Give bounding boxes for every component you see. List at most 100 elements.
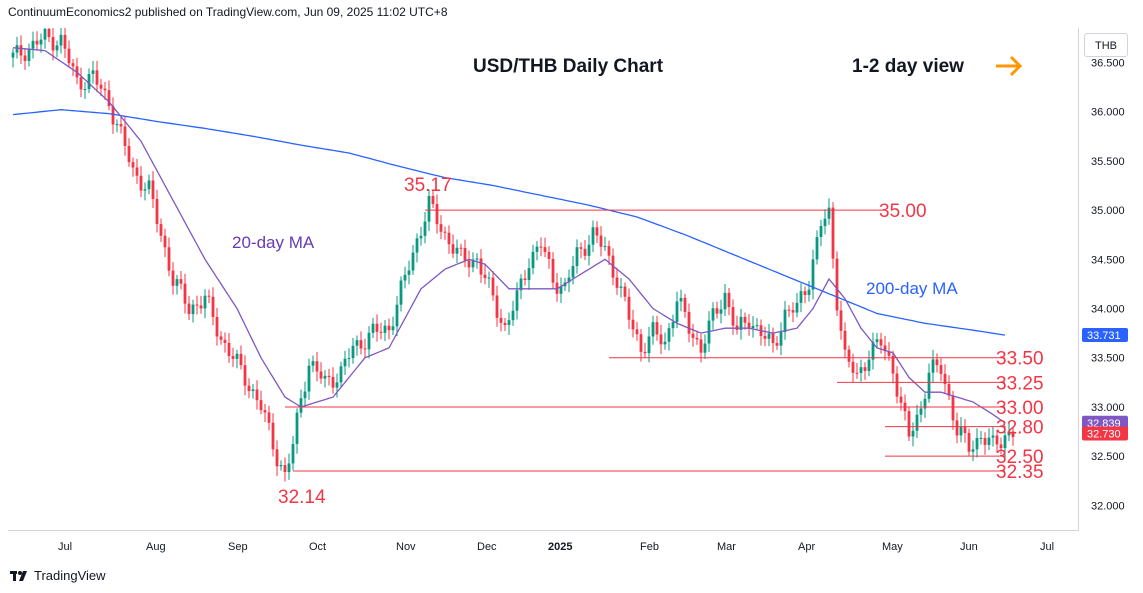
candle xyxy=(751,316,755,338)
tradingview-brand[interactable]: TradingView xyxy=(10,568,106,583)
candle xyxy=(883,335,887,361)
candle xyxy=(115,119,119,133)
candle xyxy=(775,336,779,350)
chart-plot-area[interactable]: 35.00 33.50 33.25 33.00 32.80 32.50 32.35 USD/… xyxy=(8,19,1079,530)
candle xyxy=(339,361,343,389)
candle xyxy=(475,253,479,269)
candle xyxy=(391,316,395,335)
candle xyxy=(387,318,391,340)
publisher-header: ContinuumEconomics2 published on Trading… xyxy=(8,5,448,19)
candle xyxy=(283,457,287,482)
candle xyxy=(455,239,459,264)
candle xyxy=(851,353,855,383)
candle xyxy=(479,249,483,283)
candle xyxy=(927,363,931,403)
candle xyxy=(371,317,375,339)
candle xyxy=(259,390,263,415)
annotation-high: 35.17 xyxy=(404,175,452,196)
candle xyxy=(199,295,203,314)
candle xyxy=(119,116,123,134)
candle xyxy=(643,342,647,359)
candle xyxy=(451,234,455,259)
candle xyxy=(587,235,591,266)
candle xyxy=(487,271,491,288)
candle xyxy=(635,321,639,341)
candle xyxy=(939,358,943,382)
candle xyxy=(871,332,875,370)
candle xyxy=(419,226,423,246)
level-label: 33.25 xyxy=(996,373,1044,394)
candle xyxy=(223,332,227,353)
candle xyxy=(83,81,87,99)
candle xyxy=(491,271,495,301)
candle xyxy=(187,296,191,320)
candle xyxy=(559,277,563,304)
candle xyxy=(59,27,63,54)
candle xyxy=(715,301,719,319)
candle xyxy=(179,271,183,290)
candle xyxy=(955,412,959,444)
candle xyxy=(787,305,791,318)
candle xyxy=(55,40,59,58)
y-tick-label: 34.500 xyxy=(1091,254,1125,266)
candle xyxy=(231,347,235,367)
candle xyxy=(367,326,371,359)
candle xyxy=(379,322,383,340)
candle xyxy=(383,320,387,342)
candle xyxy=(207,289,211,304)
candle xyxy=(919,401,923,423)
candle xyxy=(151,171,155,209)
y-tick-label: 36.000 xyxy=(1091,107,1125,119)
candle xyxy=(263,403,267,423)
candle xyxy=(443,226,447,240)
candle xyxy=(43,22,47,49)
x-tick-label: Oct xyxy=(309,541,326,553)
candle xyxy=(335,373,339,398)
symbol-label[interactable]: THB xyxy=(1084,33,1128,57)
y-tick-label: 35.500 xyxy=(1091,156,1125,168)
candle xyxy=(607,240,611,266)
candle xyxy=(175,274,179,295)
candle xyxy=(91,61,95,84)
candle xyxy=(743,312,747,330)
candle xyxy=(39,33,43,53)
candle xyxy=(907,407,911,441)
x-tick-label: Aug xyxy=(146,541,166,553)
annotation-ma20: 20-day MA xyxy=(232,233,315,252)
candle xyxy=(731,299,735,335)
candle xyxy=(543,237,547,258)
candle xyxy=(763,326,767,347)
candle xyxy=(171,262,175,295)
candle xyxy=(863,362,867,380)
candle xyxy=(415,233,419,263)
candle xyxy=(779,322,783,356)
x-tick-label: Apr xyxy=(798,541,815,553)
candle xyxy=(375,314,379,342)
candle xyxy=(87,68,91,94)
candle xyxy=(143,182,147,201)
candle xyxy=(111,97,115,134)
x-tick-label: Jun xyxy=(960,541,978,553)
candle xyxy=(67,40,71,68)
candle xyxy=(431,189,435,209)
candle xyxy=(995,429,999,453)
candle xyxy=(11,48,15,68)
candle xyxy=(159,218,163,242)
candle xyxy=(275,440,279,476)
svg-text:32.730: 32.730 xyxy=(1087,429,1121,441)
candle xyxy=(951,390,955,430)
candle xyxy=(583,239,587,261)
brand-name: TradingView xyxy=(34,568,106,583)
candle xyxy=(183,273,187,314)
y-axis[interactable]: 36.500 36.000 35.500 35.000 34.500 34.000 33.5… xyxy=(1079,28,1143,530)
candle xyxy=(979,431,983,445)
candle xyxy=(351,337,355,364)
candle xyxy=(203,289,207,319)
candle xyxy=(535,241,539,261)
candle xyxy=(835,251,839,316)
candle xyxy=(303,381,307,408)
candle xyxy=(723,283,727,317)
candle xyxy=(755,318,759,331)
